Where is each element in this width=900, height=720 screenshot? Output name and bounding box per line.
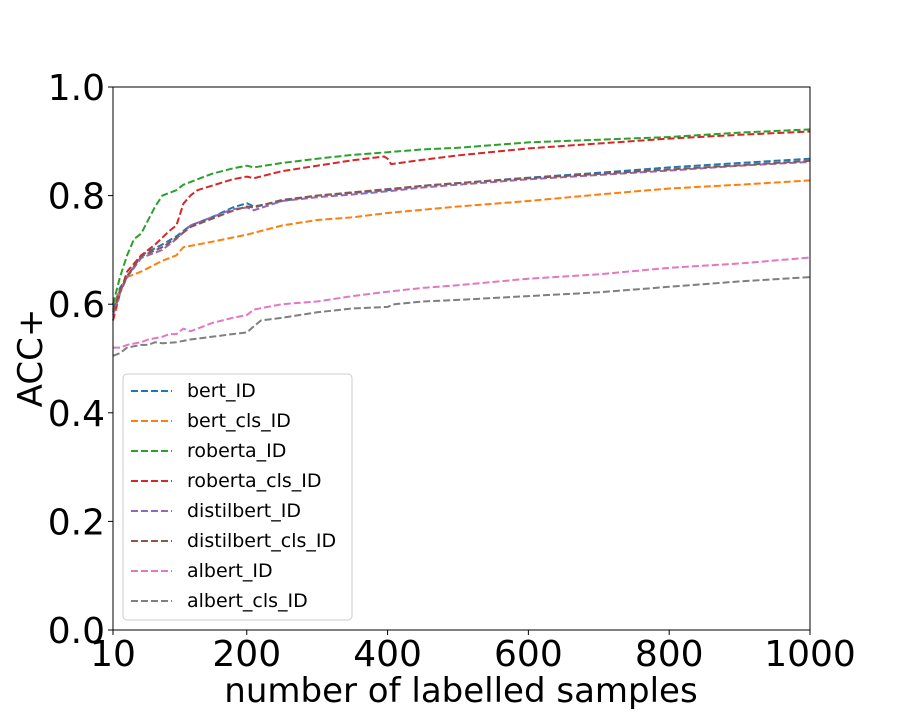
x-tick-label: 400	[353, 634, 422, 675]
x-tick-label: 10	[90, 634, 136, 675]
legend-label-albert-ID: albert_ID	[187, 560, 273, 582]
series-line-bert-cls-ID	[112, 179, 811, 305]
legend-label-bert-cls-ID: bert_cls_ID	[187, 410, 291, 432]
x-tick-label: 600	[494, 634, 563, 675]
y-tick-label: 0.4	[48, 394, 105, 435]
legend-label-roberta-cls-ID: roberta_cls_ID	[187, 470, 322, 492]
x-axis-label: number of labelled samples	[224, 671, 697, 711]
y-axis: 0.0 0.2 0.4 0.6 0.8 1.0	[48, 68, 113, 652]
x-tick-label: 1000	[764, 634, 856, 675]
y-tick-label: 0.0	[48, 611, 105, 652]
series-line-roberta-cls-ID	[112, 130, 811, 321]
series-line-albert-cls-ID	[112, 276, 811, 357]
legend-label-bert-ID: bert_ID	[187, 380, 256, 402]
series-line-distilbert-cls-ID	[112, 159, 811, 313]
series-line-albert-ID	[113, 256, 811, 349]
legend-label-roberta-ID: roberta_ID	[187, 440, 286, 462]
x-axis: 10 200 400 600 800 1000	[90, 630, 856, 675]
legend: bert_ID bert_cls_ID roberta_ID roberta_cls_…	[122, 373, 353, 621]
x-tick-label: 200	[212, 634, 281, 675]
x-tick-label: 800	[635, 634, 704, 675]
y-tick-label: 0.6	[48, 285, 105, 326]
legend-label-distilbert-cls-ID: distilbert_cls_ID	[187, 530, 336, 552]
y-tick-label: 0.2	[48, 502, 105, 543]
plot-frame	[112, 86, 811, 631]
legend-frame	[122, 373, 353, 621]
y-tick-label: 1.0	[48, 68, 105, 109]
y-axis-label: ACC+	[11, 309, 51, 408]
series-line-distilbert-ID	[112, 160, 811, 316]
series-layer	[112, 128, 811, 357]
legend-label-albert-cls-ID: albert_cls_ID	[187, 590, 308, 612]
series-line-roberta-ID	[112, 128, 811, 305]
y-tick-label: 0.8	[48, 177, 105, 218]
legend-label-distilbert-ID: distilbert_ID	[187, 500, 301, 522]
